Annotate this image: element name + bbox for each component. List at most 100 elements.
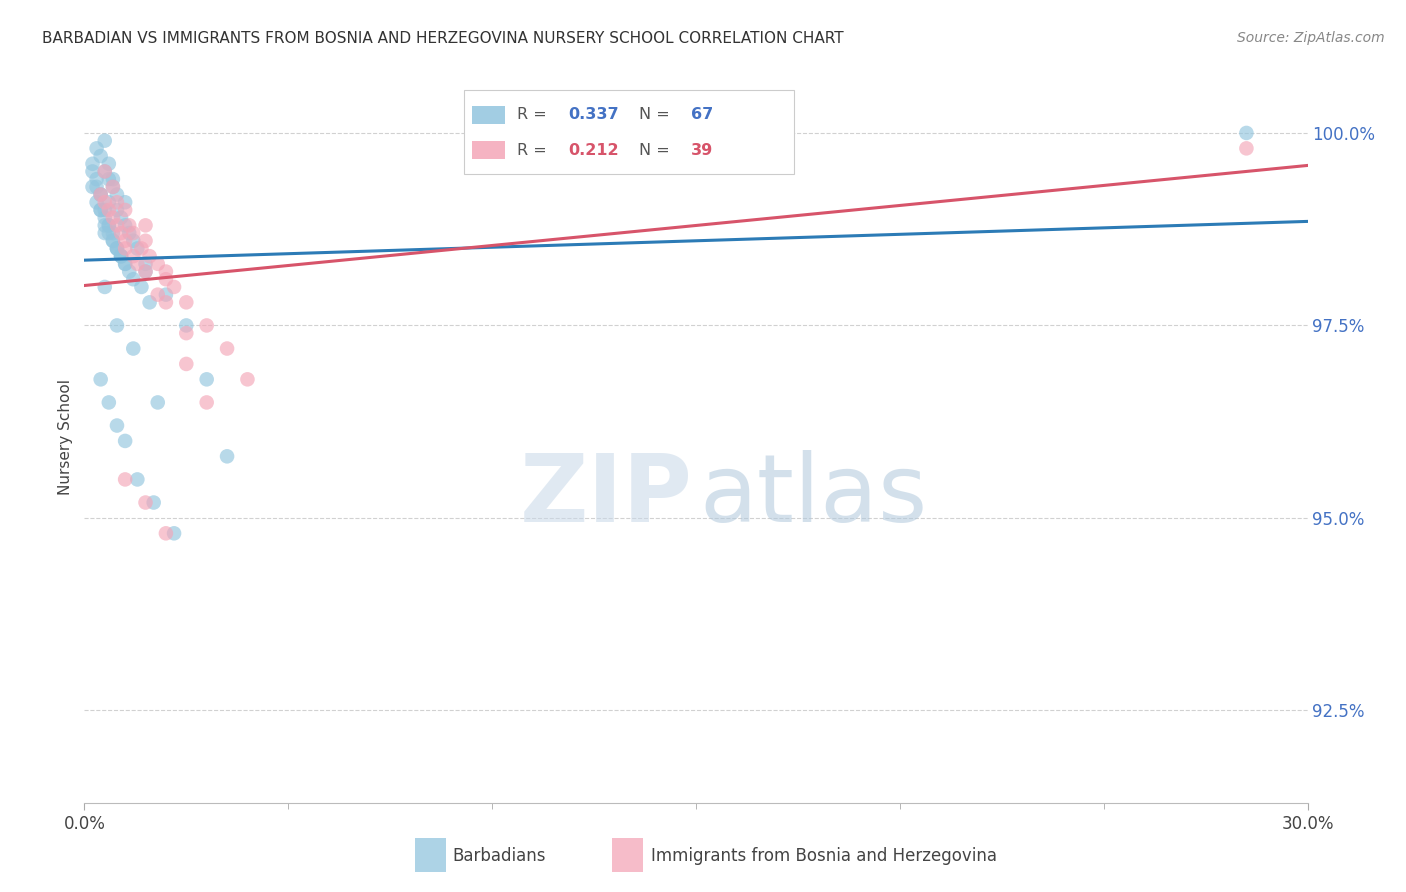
Point [135, 219, 157, 233]
Point [110, 226, 132, 240]
Point [217, 342, 239, 356]
Point [127, 472, 149, 486]
Point [114, 202, 136, 217]
Point [86, 172, 108, 186]
Point [114, 234, 136, 248]
Text: atlas: atlas [700, 450, 928, 541]
Point [195, 318, 218, 333]
Point [93, 280, 115, 294]
Point [105, 242, 128, 256]
Point [97, 195, 120, 210]
Point [82, 157, 104, 171]
Text: Barbadians: Barbadians [453, 847, 547, 865]
Point [93, 164, 115, 178]
FancyBboxPatch shape [472, 141, 505, 160]
Point [105, 219, 128, 233]
Point [114, 219, 136, 233]
Point [127, 257, 149, 271]
Point [146, 287, 169, 301]
Point [118, 219, 141, 233]
Point [93, 211, 115, 225]
Point [97, 395, 120, 409]
Point [114, 257, 136, 271]
Text: ZIP: ZIP [519, 450, 692, 541]
Point [93, 134, 115, 148]
Point [82, 164, 104, 178]
Text: N =: N = [640, 143, 675, 158]
Point [105, 242, 128, 256]
Point [97, 219, 120, 233]
Point [110, 211, 132, 225]
Point [131, 280, 153, 294]
Point [101, 234, 124, 248]
Point [142, 495, 165, 509]
Point [105, 202, 128, 217]
Y-axis label: Nursery School: Nursery School [58, 379, 73, 495]
Point [236, 372, 259, 386]
Text: R =: R = [517, 143, 553, 158]
Point [127, 242, 149, 256]
Point [90, 149, 112, 163]
Point [195, 395, 218, 409]
Point [93, 219, 115, 233]
Point [90, 187, 112, 202]
Point [101, 179, 124, 194]
Point [90, 187, 112, 202]
Point [135, 264, 157, 278]
Point [90, 202, 112, 217]
FancyBboxPatch shape [464, 90, 794, 174]
Point [93, 226, 115, 240]
Point [101, 226, 124, 240]
Text: 39: 39 [690, 143, 713, 158]
Point [118, 264, 141, 278]
Point [105, 418, 128, 433]
Point [86, 195, 108, 210]
Point [122, 234, 145, 248]
Point [114, 257, 136, 271]
Text: 67: 67 [690, 107, 713, 122]
Point [155, 287, 177, 301]
Point [174, 357, 197, 371]
Text: N =: N = [640, 107, 675, 122]
Point [122, 272, 145, 286]
Point [101, 179, 124, 194]
Point [665, 141, 688, 155]
Text: Immigrants from Bosnia and Herzegovina: Immigrants from Bosnia and Herzegovina [651, 847, 997, 865]
Text: R =: R = [517, 107, 553, 122]
Point [155, 526, 177, 541]
Point [155, 295, 177, 310]
Point [101, 211, 124, 225]
Point [86, 179, 108, 194]
Point [138, 295, 160, 310]
Point [118, 226, 141, 240]
Point [90, 187, 112, 202]
FancyBboxPatch shape [472, 105, 505, 124]
Point [105, 195, 128, 210]
Point [146, 257, 169, 271]
Point [97, 157, 120, 171]
Point [131, 242, 153, 256]
Point [90, 372, 112, 386]
Point [1236, 141, 1258, 155]
Point [174, 318, 197, 333]
Point [97, 219, 120, 233]
Point [122, 249, 145, 263]
Point [138, 249, 160, 263]
Point [105, 242, 128, 256]
Point [135, 257, 157, 271]
Point [82, 179, 104, 194]
Point [93, 164, 115, 178]
Point [93, 195, 115, 210]
Point [163, 280, 186, 294]
Point [135, 495, 157, 509]
Point [146, 395, 169, 409]
Text: Source: ZipAtlas.com: Source: ZipAtlas.com [1237, 31, 1385, 45]
Text: 0.212: 0.212 [568, 143, 619, 158]
Point [97, 172, 120, 186]
Point [110, 249, 132, 263]
Point [163, 526, 186, 541]
Point [135, 234, 157, 248]
Point [114, 472, 136, 486]
Point [135, 264, 157, 278]
Point [101, 234, 124, 248]
